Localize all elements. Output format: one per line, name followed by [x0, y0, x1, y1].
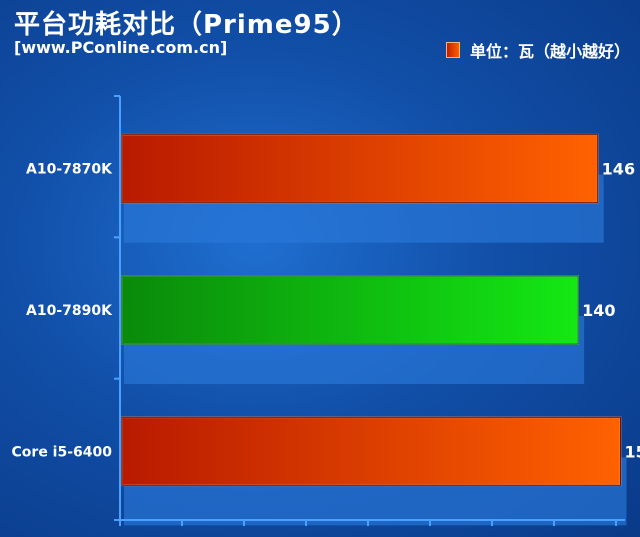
category-label: A10-7890K: [26, 303, 113, 319]
axes: [114, 95, 625, 526]
bars: [121, 133, 622, 487]
labels: A10-7870K 146 A10-7890K 140 Core i5-6400 153: [12, 160, 640, 462]
source-label: [www.PConline.com.cn]: [14, 38, 228, 57]
value-label: 140: [582, 301, 615, 320]
bar-a10-7870k: [121, 133, 599, 204]
legend-swatch: [445, 42, 460, 58]
bar-a10-7890k: [121, 275, 579, 345]
chart-title: 平台功耗对比（Prime95）: [14, 10, 359, 40]
legend: 单位：瓦（越小越好）: [445, 38, 630, 62]
category-label: Core i5-6400: [12, 444, 113, 460]
bar-core-i5-6400: [121, 416, 622, 487]
bar-outline: [121, 416, 621, 486]
category-label: A10-7870K: [26, 162, 113, 178]
value-label: 153: [624, 442, 640, 461]
bar-outline: [121, 134, 599, 204]
legend-label: 单位：瓦（越小越好）: [469, 42, 630, 61]
bar-outline: [121, 275, 579, 345]
value-label: 146: [602, 160, 635, 179]
